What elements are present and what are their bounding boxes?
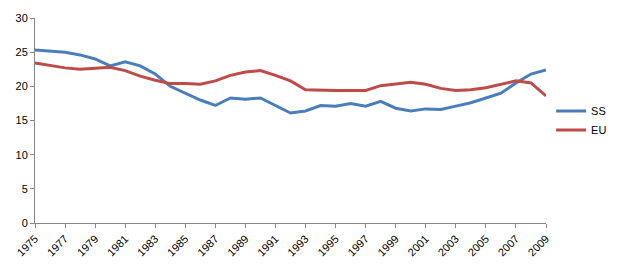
svg-text:25: 25: [16, 46, 28, 58]
svg-text:2007: 2007: [495, 233, 521, 259]
svg-text:EU: EU: [591, 124, 606, 136]
svg-text:2005: 2005: [465, 233, 491, 259]
svg-text:1997: 1997: [345, 233, 371, 259]
svg-text:5: 5: [22, 183, 28, 195]
svg-text:2001: 2001: [405, 233, 431, 259]
svg-text:30: 30: [16, 12, 28, 24]
svg-text:1989: 1989: [225, 233, 251, 259]
svg-text:1979: 1979: [75, 233, 101, 259]
svg-text:20: 20: [16, 80, 28, 92]
svg-text:1999: 1999: [375, 233, 401, 259]
svg-text:1983: 1983: [135, 233, 161, 259]
svg-text:SS: SS: [591, 105, 606, 117]
svg-text:1991: 1991: [255, 233, 281, 259]
svg-text:1977: 1977: [45, 233, 71, 259]
svg-text:2009: 2009: [526, 233, 552, 259]
svg-text:0: 0: [22, 217, 28, 229]
svg-text:10: 10: [16, 149, 28, 161]
svg-text:1985: 1985: [165, 233, 191, 259]
svg-text:1995: 1995: [315, 233, 341, 259]
svg-text:1993: 1993: [285, 233, 311, 259]
svg-text:15: 15: [16, 114, 28, 126]
svg-text:1975: 1975: [15, 233, 41, 259]
svg-text:1981: 1981: [105, 233, 131, 259]
svg-text:1987: 1987: [195, 233, 221, 259]
svg-text:2003: 2003: [435, 233, 461, 259]
